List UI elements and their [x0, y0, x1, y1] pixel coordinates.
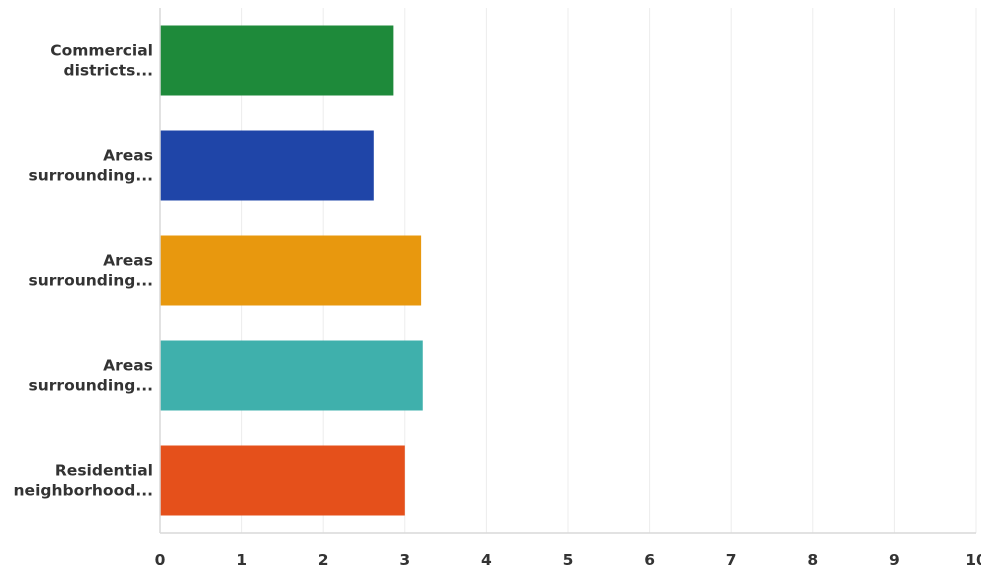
x-tick-label: 7 [726, 551, 737, 569]
category-label-line: surrounding... [29, 377, 153, 395]
category-labels: Commercial districts... Areas surrounding..… [14, 42, 153, 500]
x-tick-label: 4 [481, 551, 492, 569]
x-tick-label: 10 [965, 551, 981, 569]
x-tick-label: 0 [155, 551, 166, 569]
bar [160, 340, 423, 411]
category-label-line: Commercial [50, 42, 153, 60]
bar [160, 445, 405, 516]
x-tick-label: 5 [563, 551, 574, 569]
x-tick-label: 1 [236, 551, 247, 569]
category-label-line: neighborhood... [14, 482, 153, 500]
category-label-line: Areas [103, 147, 153, 165]
x-tick-label: 6 [644, 551, 655, 569]
category-label: Areas surrounding... [29, 357, 153, 395]
category-label-line: Areas [103, 252, 153, 270]
bar [160, 130, 374, 201]
category-label: Areas surrounding... [29, 147, 153, 185]
category-label-line: surrounding... [29, 272, 153, 290]
x-tick-label: 9 [889, 551, 900, 569]
x-axis-tick-labels: 0 1 2 3 4 5 6 7 8 9 10 [155, 551, 981, 569]
category-label: Areas surrounding... [29, 252, 153, 290]
bar [160, 235, 422, 306]
category-label: Residential neighborhood... [14, 462, 153, 500]
x-tick-label: 8 [807, 551, 818, 569]
x-tick-label: 3 [399, 551, 410, 569]
category-label-line: Areas [103, 357, 153, 375]
bars [160, 25, 423, 516]
category-label-line: surrounding... [29, 167, 153, 185]
category-label: Commercial districts... [50, 42, 153, 80]
category-label-line: districts... [64, 62, 154, 80]
bar [160, 25, 394, 96]
category-label-line: Residential [55, 462, 153, 480]
x-tick-label: 2 [318, 551, 329, 569]
